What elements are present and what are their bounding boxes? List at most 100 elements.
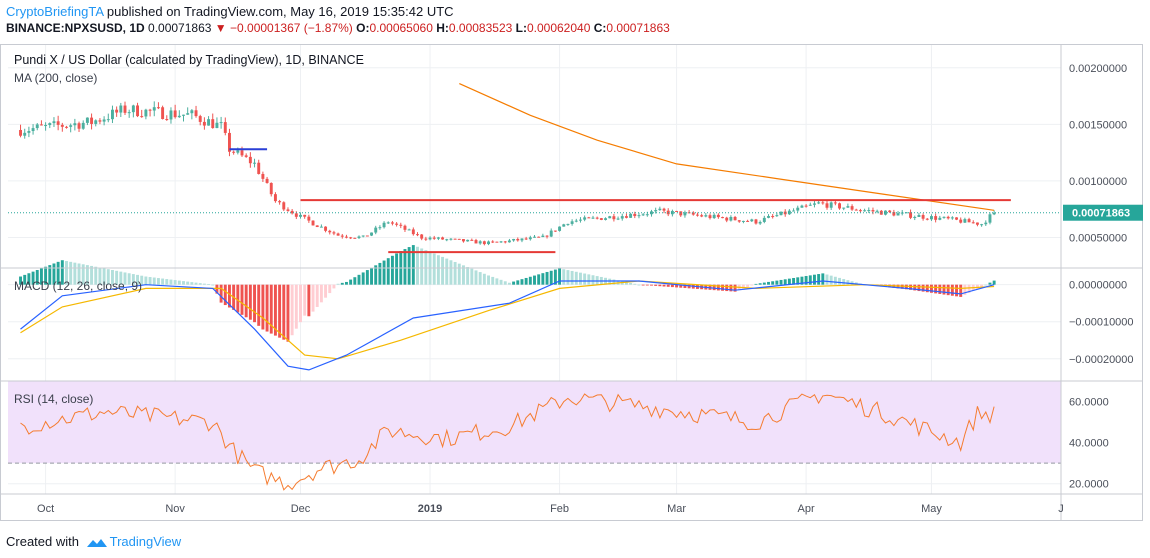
chart-canvas[interactable]: 0.00200000 0.00150000 0.00100000 0.00050000… xyxy=(0,0,1150,534)
candle-body xyxy=(424,238,428,240)
macd-histogram-bar xyxy=(269,284,273,334)
macd-histogram-bar xyxy=(925,284,929,293)
macd-histogram-bar xyxy=(39,268,43,285)
tradingview-brand[interactable]: TradingView xyxy=(109,534,182,549)
candle-body xyxy=(670,210,674,215)
last-price-badge xyxy=(1063,204,1143,221)
macd-histogram-bar xyxy=(579,272,582,285)
macd-histogram-bar xyxy=(98,267,102,285)
candle-body xyxy=(553,230,557,232)
last-price: 0.00071863 xyxy=(148,21,212,35)
candle-body xyxy=(127,112,131,114)
candle-body xyxy=(407,229,411,231)
macd-histogram-bar xyxy=(491,276,495,285)
candle-body xyxy=(307,216,311,221)
candle-body xyxy=(716,214,720,218)
macd-histogram-bar xyxy=(725,284,729,292)
candle-body xyxy=(273,194,277,202)
candle-body xyxy=(332,232,336,234)
last-price-badge-label: 0.00071863 xyxy=(1072,208,1130,220)
macd-label: MACD (12, 26, close, 9) xyxy=(14,279,143,293)
macd-histogram-bar xyxy=(395,253,399,285)
macd-histogram-bar xyxy=(528,276,532,285)
macd-histogram-bar xyxy=(624,282,628,285)
candle-body xyxy=(721,217,724,219)
macd-histogram-bar xyxy=(662,284,666,287)
candle-body xyxy=(462,239,465,242)
candle-body xyxy=(700,215,704,217)
macd-histogram-bar xyxy=(934,284,938,294)
candle-body xyxy=(182,114,185,116)
candle-body xyxy=(382,222,386,228)
macd-histogram-bar xyxy=(319,284,323,303)
published-text: published on TradingView.com, May 16, 20… xyxy=(106,4,454,19)
candle-body xyxy=(750,219,754,222)
candle-body xyxy=(169,110,173,120)
macd-histogram-bar xyxy=(94,266,98,285)
author-link[interactable]: CryptoBriefingTA xyxy=(6,4,104,19)
time-axis-tick-label: Mar xyxy=(667,503,686,515)
candle-body xyxy=(186,113,190,115)
candle-body xyxy=(679,211,683,216)
candle-body xyxy=(294,213,298,217)
macd-histogram-bar xyxy=(307,284,311,317)
macd-histogram-bar xyxy=(324,284,328,298)
candle-body xyxy=(854,209,858,211)
macd-histogram-bar xyxy=(942,284,946,295)
macd-histogram-bar xyxy=(595,276,599,285)
candle-body xyxy=(541,235,545,238)
candle-body xyxy=(934,216,938,220)
macd-histogram-bar xyxy=(474,270,478,285)
close-value: 0.00071863 xyxy=(606,21,670,35)
candle-body xyxy=(804,205,808,207)
macd-histogram-bar xyxy=(988,282,992,285)
macd-histogram-bar xyxy=(741,284,745,289)
candle-body xyxy=(403,225,407,230)
candle-body xyxy=(537,236,541,238)
candle-body xyxy=(829,202,833,208)
macd-histogram-bar xyxy=(712,284,716,291)
macd-histogram-bar xyxy=(729,284,733,292)
candle-body xyxy=(896,213,900,216)
time-axis-tick-label: Nov xyxy=(165,503,185,515)
macd-histogram-bar xyxy=(842,279,846,285)
created-with-text: Created with xyxy=(6,534,79,549)
macd-histogram-bar xyxy=(73,262,77,285)
candle-body xyxy=(516,238,520,241)
candle-body xyxy=(156,107,160,109)
macd-histogram-bar xyxy=(808,275,812,285)
candle-body xyxy=(98,120,102,122)
candle-body xyxy=(591,217,595,219)
candle-body xyxy=(808,204,812,206)
candle-body xyxy=(645,214,649,216)
candle-body xyxy=(507,240,511,243)
candle-body xyxy=(574,220,578,222)
macd-histogram-bar xyxy=(286,284,290,342)
macd-histogram-bar xyxy=(106,269,110,285)
macd-histogram-bar xyxy=(278,284,282,338)
macd-histogram-bar xyxy=(746,284,750,288)
macd-histogram-bar xyxy=(507,282,511,285)
candle-body xyxy=(257,162,261,174)
macd-histogram-bar xyxy=(829,275,833,285)
candle-body xyxy=(846,206,850,208)
macd-histogram-bar xyxy=(190,282,194,285)
candle-body xyxy=(77,123,81,129)
macd-histogram-bar xyxy=(382,260,386,285)
macd-histogram-bar xyxy=(378,262,382,285)
macd-histogram-bar xyxy=(420,248,424,285)
macd-histogram-bar xyxy=(800,276,804,285)
candle-body xyxy=(466,239,470,242)
macd-histogram-bar xyxy=(470,268,474,285)
macd-histogram-bar xyxy=(182,281,185,285)
macd-histogram-bar xyxy=(771,281,775,285)
candle-body xyxy=(228,132,231,152)
macd-histogram-bar xyxy=(23,274,27,285)
macd-histogram-bar xyxy=(558,268,562,285)
macd-histogram-bar xyxy=(980,284,984,287)
candle-body xyxy=(503,241,507,243)
macd-histogram-bar xyxy=(666,284,670,287)
axis-labels: 0.00200000 0.00150000 0.00100000 0.00050000… xyxy=(37,63,1143,515)
macd-histogram-bar xyxy=(675,284,679,288)
macd-histogram-bar xyxy=(946,284,950,296)
